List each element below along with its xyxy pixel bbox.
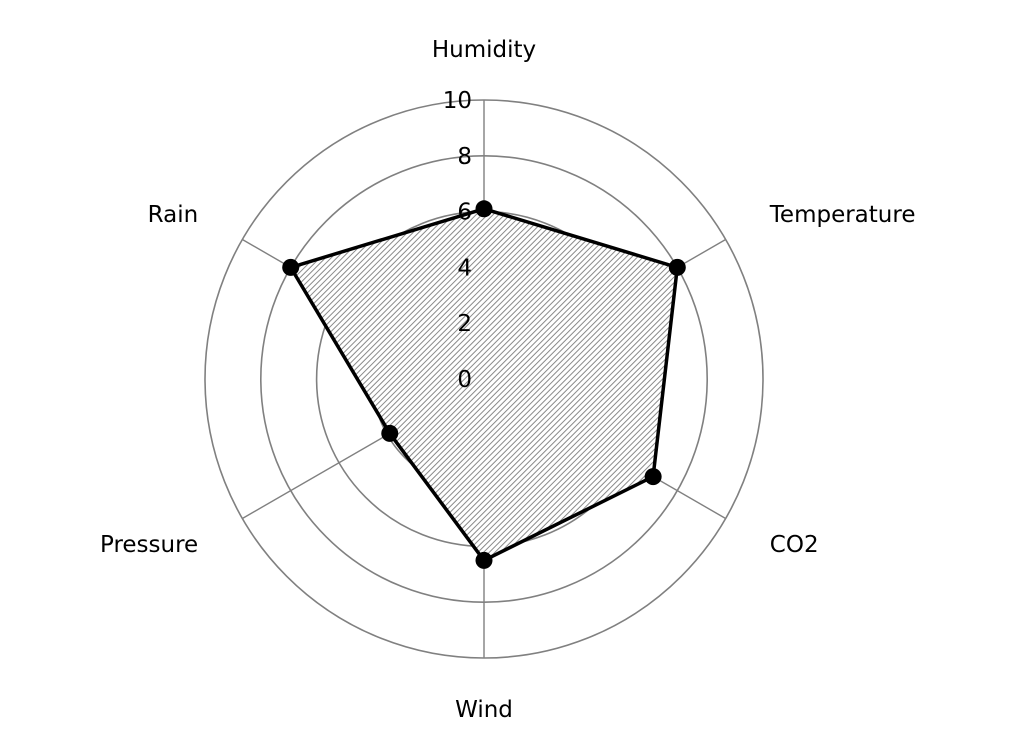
data-point-humidity (475, 200, 493, 218)
tick-label: 8 (457, 144, 472, 170)
axis-label-temperature: Temperature (769, 202, 916, 228)
axis-label-rain: Rain (148, 202, 199, 228)
axis-category-labels: Humidity Temperature CO2 Wind Pressure Rain (100, 37, 915, 723)
tick-label: 10 (443, 88, 472, 114)
tick-label: 4 (457, 255, 472, 281)
radar-series (282, 200, 686, 569)
tick-label: 6 (457, 200, 472, 226)
axis-label-co2: CO2 (770, 532, 819, 558)
axis-label-humidity: Humidity (432, 37, 536, 63)
axis-label-wind: Wind (455, 697, 513, 723)
axis-label-pressure: Pressure (100, 532, 198, 558)
tick-label: 2 (457, 311, 472, 337)
data-point-wind (475, 551, 493, 569)
radial-tick-labels: 0 2 4 6 8 10 (443, 88, 472, 393)
tick-label: 0 (457, 367, 472, 393)
data-point-co2 (644, 468, 662, 486)
series-polygon (288, 207, 680, 563)
data-point-rain (282, 258, 300, 276)
data-point-pressure (381, 424, 399, 442)
data-point-temperature (668, 258, 686, 276)
